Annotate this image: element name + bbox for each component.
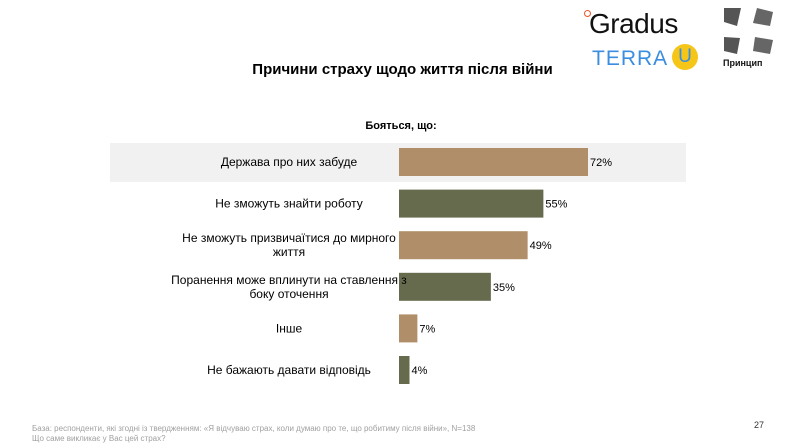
gradus-logo: Gradus <box>589 8 678 39</box>
bar <box>399 148 588 176</box>
category-label: Інше <box>276 321 303 335</box>
gradus-logo-dot <box>584 10 591 17</box>
category-label: Поранення може вплинути на ставлення з бо… <box>171 273 407 301</box>
footnote: База: респонденти, які згодні із твердже… <box>32 424 475 444</box>
category-label: Не зможуть призвичаїтися до мирного життя <box>182 231 396 259</box>
data-label: 49% <box>530 240 552 252</box>
data-label: 35% <box>493 282 515 294</box>
chart-subtitle: Бояться, що: <box>365 120 437 132</box>
bar <box>399 272 491 301</box>
highlight-band <box>110 143 686 182</box>
bar <box>399 314 418 343</box>
bar <box>399 231 528 260</box>
bar <box>399 189 544 218</box>
data-label: 7% <box>419 323 435 335</box>
data-label: 55% <box>545 199 567 211</box>
footnote-question: Що саме викликає у Вас цей страх? <box>32 434 166 443</box>
page-number: 27 <box>754 420 765 430</box>
pryntsyp-logo-text: Принцип <box>723 58 763 68</box>
bar <box>399 356 410 384</box>
category-label: Держава про них забуде <box>221 155 358 169</box>
category-label: Не зможуть знайти роботу <box>215 197 363 211</box>
terra-logo: TERRA <box>592 47 669 70</box>
footnote-base: База: респонденти, які згодні із твердже… <box>32 424 476 433</box>
category-label: Не бажають давати відповідь <box>207 363 371 377</box>
chart-title: Причини страху щодо життя після війни <box>252 61 553 78</box>
data-label: 4% <box>412 365 428 377</box>
data-label: 72% <box>590 157 612 169</box>
terra-u-logo: U <box>672 44 698 70</box>
